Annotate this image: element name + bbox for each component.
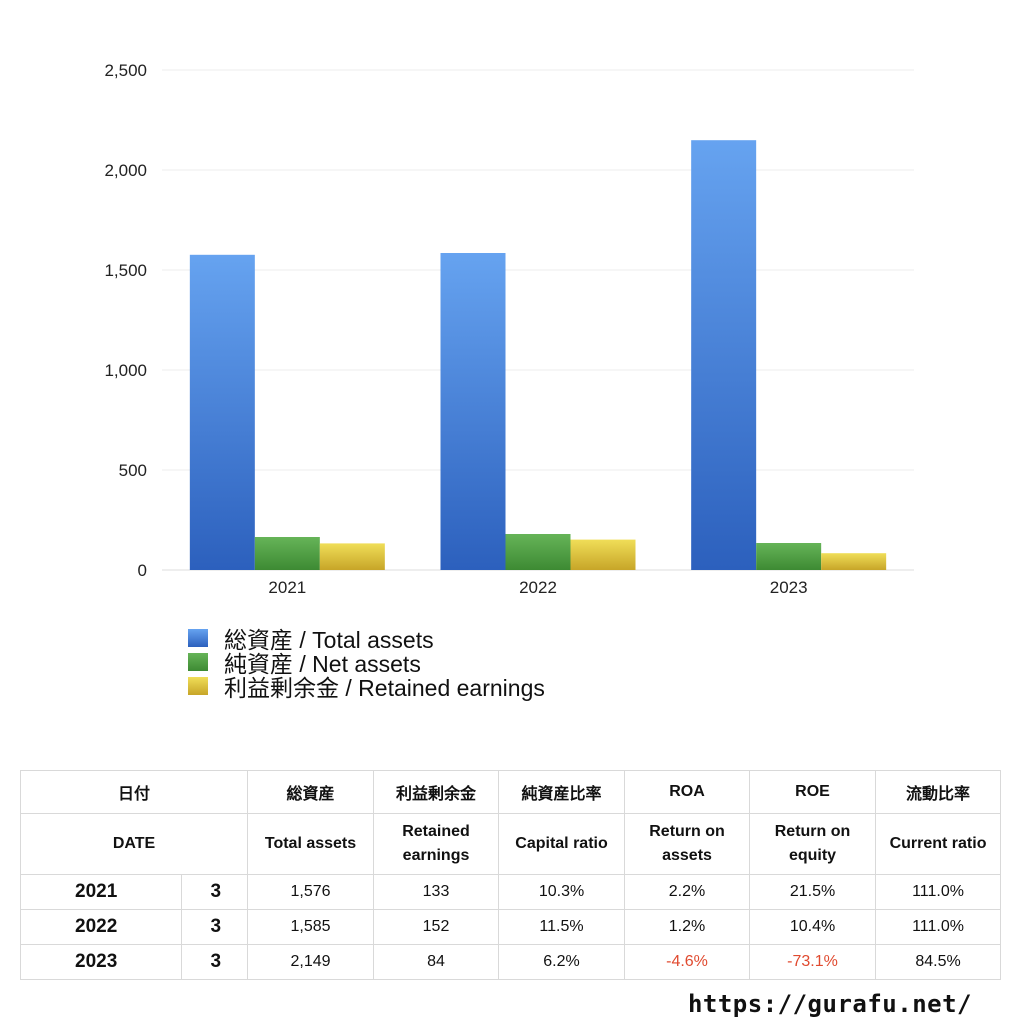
cell-year: 2022	[20, 909, 182, 945]
header-retained-jp: 利益剰余金	[373, 770, 500, 814]
cell-roa: 1.2%	[624, 909, 751, 945]
legend-item-total-assets: 総資産 / Total assets	[188, 626, 545, 653]
cell-retained: 152	[373, 909, 500, 945]
cell-capital-ratio: 6.2%	[498, 944, 626, 980]
legend-item-retained-earnings: 利益剰余金 / Retained earnings	[188, 674, 545, 701]
legend-swatch-total-assets	[188, 629, 208, 647]
header-current-ratio-en: Current ratio	[875, 813, 1002, 875]
cell-retained: 84	[373, 944, 500, 980]
header-current-ratio-jp: 流動比率	[875, 770, 1002, 814]
site-url[interactable]: https://gurafu.net/	[687, 990, 972, 1018]
header-roa-jp: ROA	[624, 770, 751, 814]
cell-capital-ratio: 11.5%	[498, 909, 626, 945]
header-capital-ratio-en: Capital ratio	[498, 813, 626, 875]
bar-2022-series-2	[570, 539, 636, 570]
cell-roe: 21.5%	[749, 874, 877, 910]
y-axis: 0 500 1,000 1,500 2,000 2,500	[104, 61, 147, 580]
bar-2022-series-0	[440, 253, 506, 570]
x-tick-label: 2023	[770, 578, 808, 597]
bar-2022-series-1	[505, 534, 571, 570]
gridlines	[162, 69, 914, 571]
cell-roe: 10.4%	[749, 909, 877, 945]
header-total-assets-en: Total assets	[247, 813, 375, 875]
cell-total-assets: 2,149	[247, 944, 375, 980]
y-tick-label: 500	[119, 461, 147, 480]
cell-roe: -73.1%	[749, 944, 877, 980]
cell-total-assets: 1,576	[247, 874, 375, 910]
table-header-en: DATE Total assets Retained earnings Capi…	[19, 813, 1002, 875]
financial-table: 日付 総資産 利益剰余金 純資産比率 ROA ROE 流動比率 DATE Tot…	[19, 770, 1002, 980]
bar-2021-series-0	[189, 254, 255, 571]
legend: 総資産 / Total assets 純資産 / Net assets 利益剰余…	[188, 626, 545, 701]
table-row: 2023 3 2,149 84 6.2% -4.6% -73.1% 84.5%	[20, 944, 1002, 980]
cell-current-ratio: 111.0%	[875, 909, 1002, 945]
header-roe-en: Return on equity	[749, 813, 877, 875]
header-roe-en-text: Return on equity	[774, 823, 851, 864]
cell-year: 2021	[20, 874, 182, 910]
header-roa-en-text: Return on assets	[649, 823, 725, 864]
y-tick-label: 1,500	[104, 261, 147, 280]
bar-chart: 0 500 1,000 1,500 2,000 2,500 2021 2022 2023	[104, 61, 914, 597]
table-row: 2021 3 1,576 133 10.3% 2.2% 21.5% 111.0%	[20, 874, 1002, 910]
y-tick-label: 2,500	[104, 61, 147, 80]
x-tick-label: 2021	[268, 578, 306, 597]
header-total-assets-jp: 総資産	[247, 770, 375, 814]
legend-label: 純資産 / Net assets	[224, 651, 421, 677]
cell-month: 3	[180, 874, 249, 910]
table-header-jp: 日付 総資産 利益剰余金 純資産比率 ROA ROE 流動比率	[19, 770, 1002, 814]
bar-2023-series-0	[691, 140, 757, 570]
table-row: 2022 3 1,585 152 11.5% 1.2% 10.4% 111.0%	[20, 909, 1002, 945]
bars	[189, 140, 887, 571]
legend-swatch-retained-earnings	[188, 677, 208, 695]
bar-2023-series-1	[756, 543, 822, 570]
bar-2021-series-2	[319, 543, 385, 570]
x-axis: 2021 2022 2023	[268, 578, 807, 597]
y-tick-label: 1,000	[104, 361, 147, 380]
bar-2021-series-1	[254, 537, 320, 570]
legend-label: 総資産 / Total assets	[224, 627, 434, 653]
cell-month: 3	[180, 909, 249, 945]
bar-2023-series-2	[821, 553, 887, 570]
header-date-jp: 日付	[19, 770, 249, 814]
cell-month: 3	[180, 944, 249, 980]
legend-label: 利益剰余金 / Retained earnings	[224, 675, 545, 701]
y-tick-label: 0	[138, 561, 147, 580]
header-retained-en: Retained earnings	[373, 813, 500, 875]
header-retained-en-text: Retained earnings	[402, 823, 470, 864]
cell-current-ratio: 111.0%	[875, 874, 1002, 910]
header-date-en: DATE	[19, 813, 249, 875]
header-roe-jp: ROE	[749, 770, 877, 814]
legend-item-net-assets: 純資産 / Net assets	[188, 650, 545, 677]
x-tick-label: 2022	[519, 578, 557, 597]
cell-retained: 133	[373, 874, 500, 910]
cell-roa: 2.2%	[624, 874, 751, 910]
legend-swatch-net-assets	[188, 653, 208, 671]
y-tick-label: 2,000	[104, 161, 147, 180]
cell-roa: -4.6%	[624, 944, 751, 980]
cell-capital-ratio: 10.3%	[498, 874, 626, 910]
cell-total-assets: 1,585	[247, 909, 375, 945]
header-capital-ratio-jp: 純資産比率	[498, 770, 626, 814]
cell-year: 2023	[20, 944, 182, 980]
cell-current-ratio: 84.5%	[875, 944, 1002, 980]
header-roa-en: Return on assets	[624, 813, 751, 875]
